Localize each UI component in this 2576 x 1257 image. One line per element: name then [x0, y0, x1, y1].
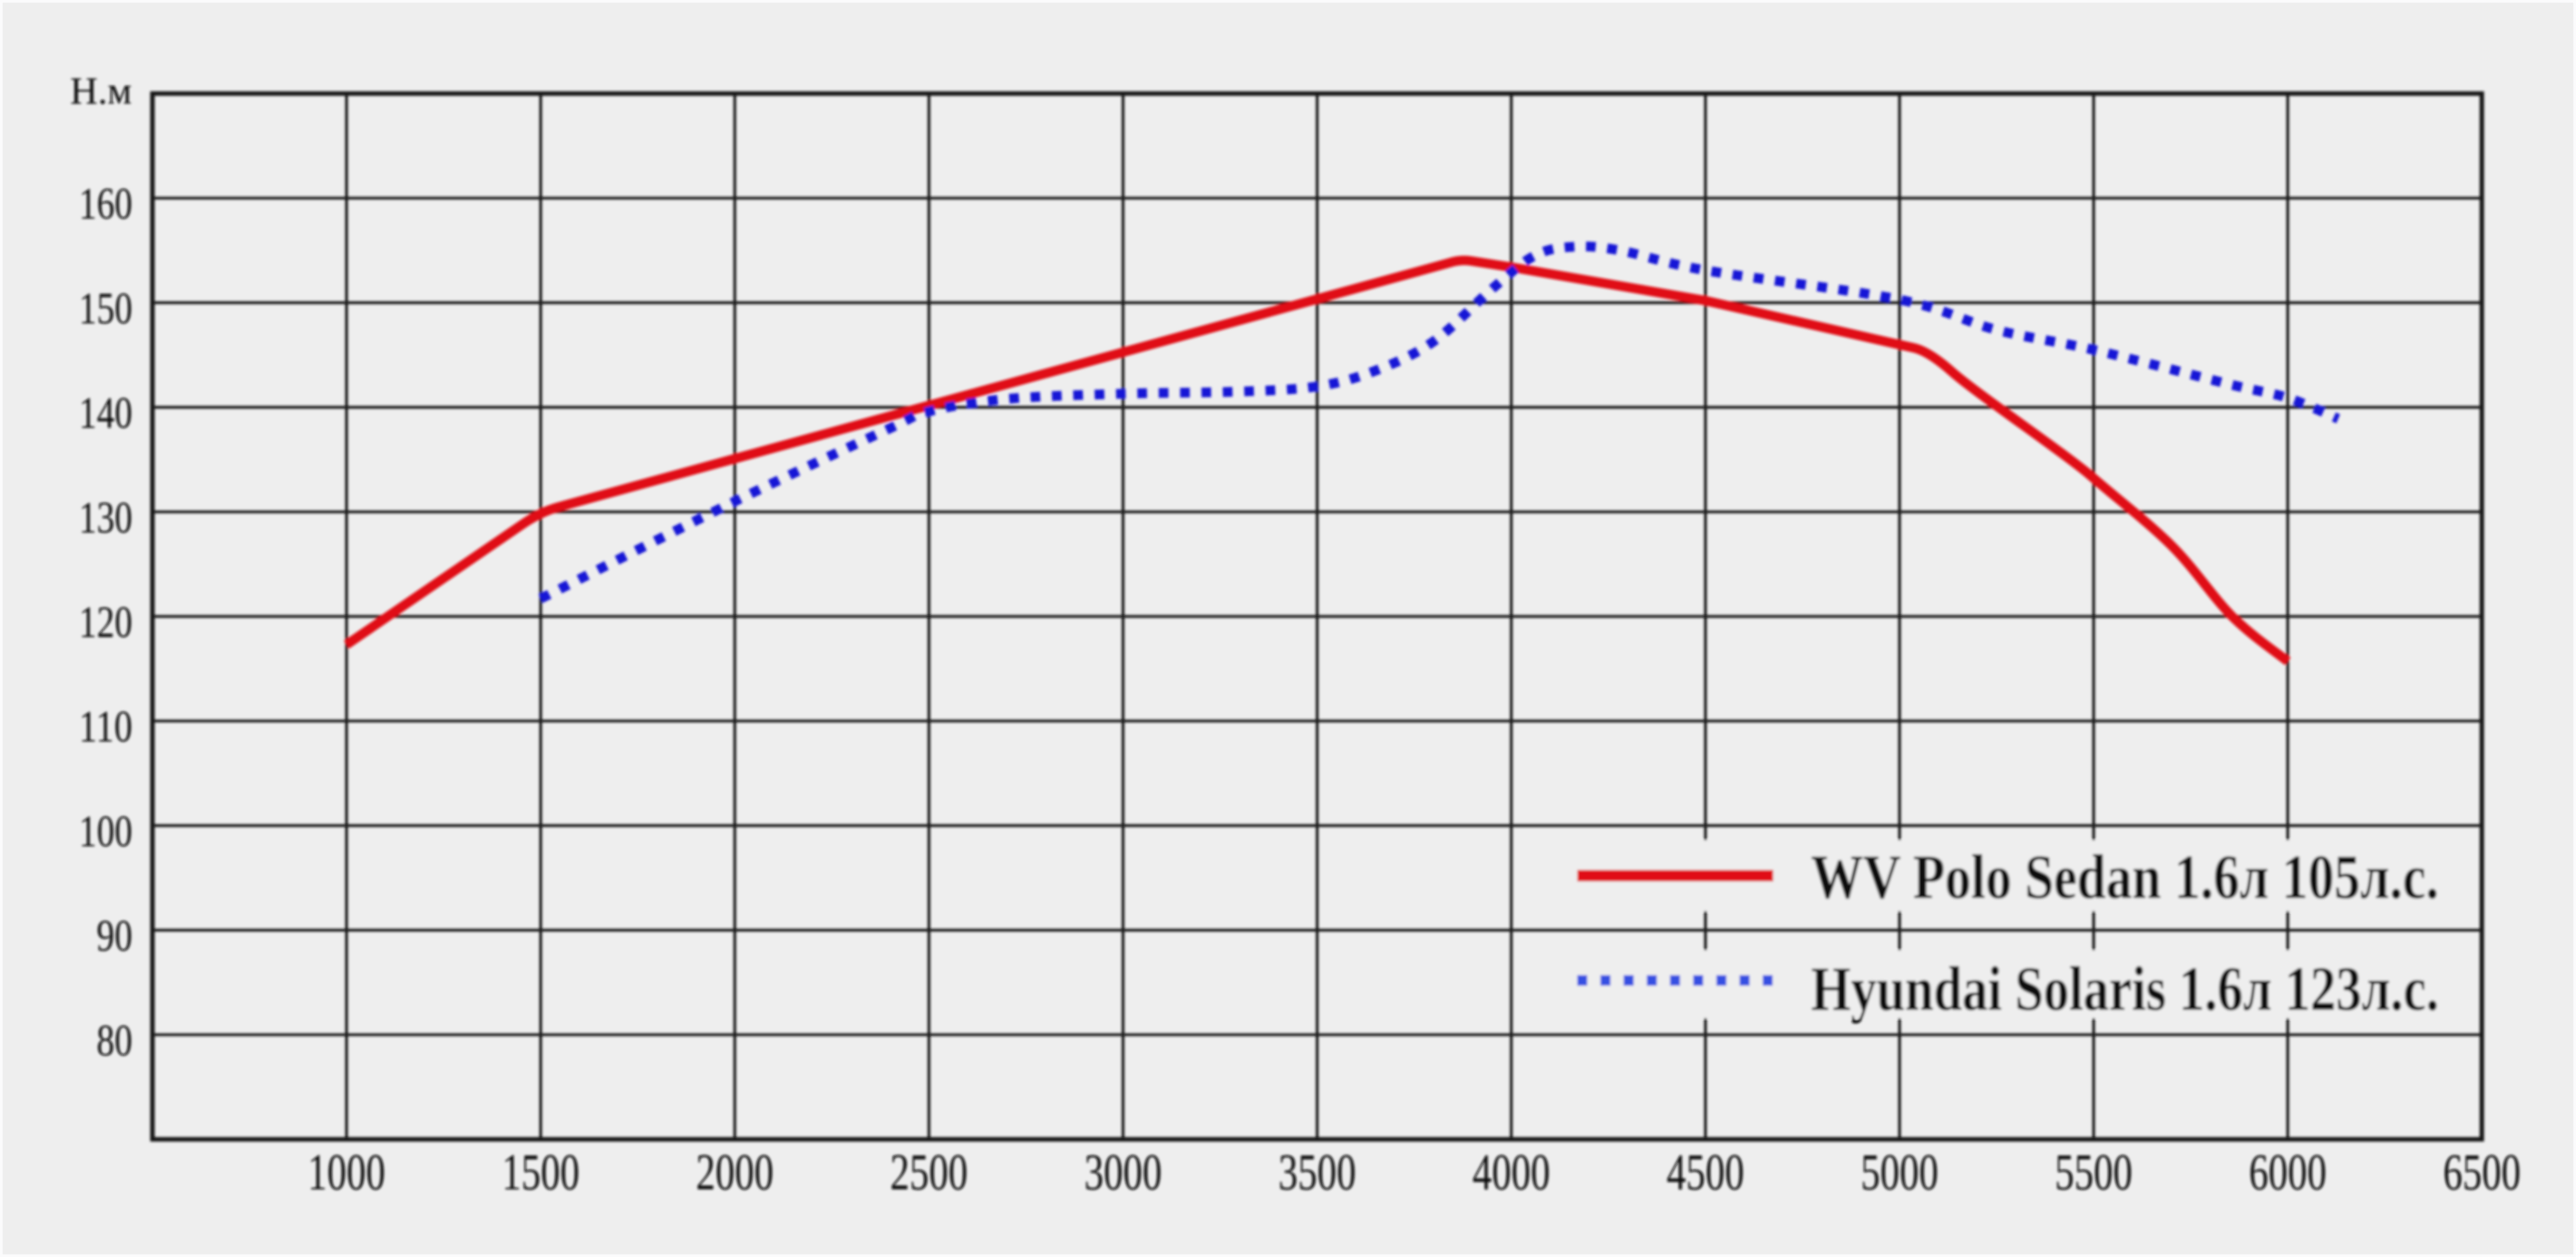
svg-text:160: 160 — [79, 179, 132, 229]
svg-text:4000: 4000 — [1473, 1144, 1550, 1201]
svg-text:6500: 6500 — [2443, 1144, 2521, 1201]
svg-text:3000: 3000 — [1084, 1144, 1162, 1201]
svg-text:140: 140 — [79, 388, 132, 438]
svg-text:5000: 5000 — [1861, 1144, 1939, 1201]
svg-text:100: 100 — [79, 807, 132, 856]
svg-text:80: 80 — [97, 1016, 132, 1065]
svg-text:1000: 1000 — [308, 1144, 385, 1201]
svg-text:Н.м: Н.м — [70, 69, 132, 112]
svg-text:90: 90 — [97, 912, 132, 961]
svg-text:Hyundai Solaris 1.6л 123л.с.: Hyundai Solaris 1.6л 123л.с. — [1811, 955, 2439, 1024]
svg-text:130: 130 — [79, 493, 132, 543]
svg-text:2500: 2500 — [890, 1144, 968, 1201]
svg-text:120: 120 — [79, 598, 132, 647]
svg-text:110: 110 — [79, 702, 132, 751]
svg-text:6000: 6000 — [2249, 1144, 2326, 1201]
svg-text:WV Polo Sedan 1.6л 105л.с.: WV Polo Sedan 1.6л 105л.с. — [1811, 843, 2439, 912]
svg-text:4500: 4500 — [1667, 1144, 1744, 1201]
svg-text:5500: 5500 — [2055, 1144, 2132, 1201]
svg-text:3500: 3500 — [1278, 1144, 1356, 1201]
svg-text:2000: 2000 — [696, 1144, 774, 1201]
svg-text:150: 150 — [79, 284, 132, 333]
svg-text:1500: 1500 — [502, 1144, 580, 1201]
